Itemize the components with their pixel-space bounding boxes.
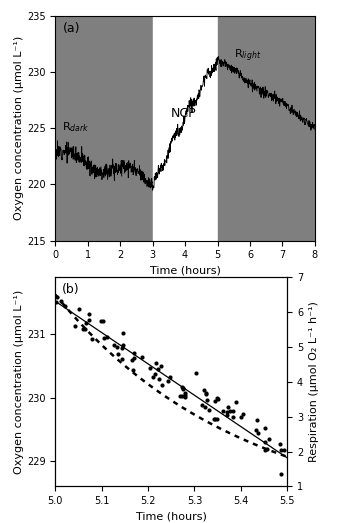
Point <box>233 398 238 406</box>
Point <box>100 316 106 325</box>
Point <box>54 293 60 301</box>
Point <box>119 355 125 363</box>
Point <box>225 403 231 411</box>
Point <box>98 317 104 325</box>
Point <box>152 369 157 378</box>
Point <box>158 362 164 370</box>
Text: (b): (b) <box>62 283 80 297</box>
Point <box>139 353 145 361</box>
Point <box>104 333 109 342</box>
Point <box>177 392 183 400</box>
Point <box>80 324 85 333</box>
Point <box>201 386 206 394</box>
Point <box>154 359 159 368</box>
Point <box>83 319 89 327</box>
Bar <box>153 16 218 241</box>
Point <box>262 437 267 446</box>
Point <box>115 350 121 358</box>
Point <box>266 435 271 443</box>
Point <box>72 322 78 331</box>
Point <box>206 406 212 414</box>
Point <box>86 310 92 318</box>
Y-axis label: Respiration (μmol O₂ L⁻¹ h⁻¹): Respiration (μmol O₂ L⁻¹ h⁻¹) <box>309 301 319 462</box>
Text: NCP: NCP <box>171 107 196 120</box>
Point <box>179 391 184 400</box>
Point <box>212 397 217 405</box>
Point <box>202 403 208 411</box>
Point <box>182 389 187 397</box>
Point <box>279 470 284 478</box>
Point <box>228 407 233 416</box>
Point <box>101 334 107 342</box>
Point <box>203 389 209 397</box>
Point <box>254 416 260 424</box>
Text: R$_{dark}$: R$_{dark}$ <box>63 120 90 134</box>
Point <box>129 356 135 365</box>
Point <box>150 372 156 381</box>
Point <box>215 395 220 403</box>
Point <box>111 341 117 349</box>
Point <box>262 423 268 431</box>
Point <box>131 354 137 362</box>
Point <box>82 325 88 333</box>
Point <box>254 426 259 435</box>
Point <box>224 408 229 416</box>
Point <box>53 298 59 306</box>
Point <box>167 373 173 381</box>
Point <box>179 382 185 391</box>
Point <box>165 377 171 385</box>
X-axis label: Time (hours): Time (hours) <box>136 511 207 521</box>
Point <box>76 305 81 313</box>
Point <box>230 413 236 421</box>
Point <box>214 415 219 423</box>
Point <box>86 316 92 324</box>
Point <box>264 445 270 453</box>
Point <box>182 393 188 402</box>
Point <box>220 406 226 415</box>
Point <box>263 446 268 454</box>
Point <box>130 366 136 374</box>
Point <box>278 446 284 454</box>
Point <box>183 391 188 399</box>
Point <box>255 429 261 437</box>
Point <box>281 446 287 454</box>
Point <box>180 384 185 392</box>
Point <box>62 302 68 310</box>
Point <box>180 385 186 393</box>
Point <box>148 365 153 373</box>
Point <box>157 375 162 383</box>
Y-axis label: Oxygen concentration (μmol L⁻¹): Oxygen concentration (μmol L⁻¹) <box>14 36 24 220</box>
Point <box>58 297 64 305</box>
Point <box>160 380 165 389</box>
Point <box>199 401 204 409</box>
Point <box>89 335 94 343</box>
Point <box>114 343 120 351</box>
X-axis label: Time (hours): Time (hours) <box>150 266 220 276</box>
Bar <box>55 16 153 241</box>
Bar <box>218 16 315 241</box>
Point <box>193 369 199 377</box>
Point <box>155 365 161 373</box>
Point <box>225 411 230 419</box>
Text: (a): (a) <box>63 22 81 36</box>
Point <box>120 344 125 352</box>
Point <box>203 390 209 398</box>
Point <box>231 407 236 415</box>
Point <box>277 440 282 449</box>
Point <box>240 410 246 418</box>
Point <box>211 414 217 423</box>
Point <box>204 396 210 404</box>
Point <box>120 329 126 337</box>
Point <box>215 394 220 402</box>
Point <box>120 341 126 349</box>
Text: R$_{light}$: R$_{light}$ <box>234 48 261 64</box>
Point <box>131 349 137 357</box>
Y-axis label: Oxygen concentration (μmol L⁻¹): Oxygen concentration (μmol L⁻¹) <box>14 290 24 474</box>
Point <box>212 414 218 423</box>
Point <box>238 412 244 420</box>
